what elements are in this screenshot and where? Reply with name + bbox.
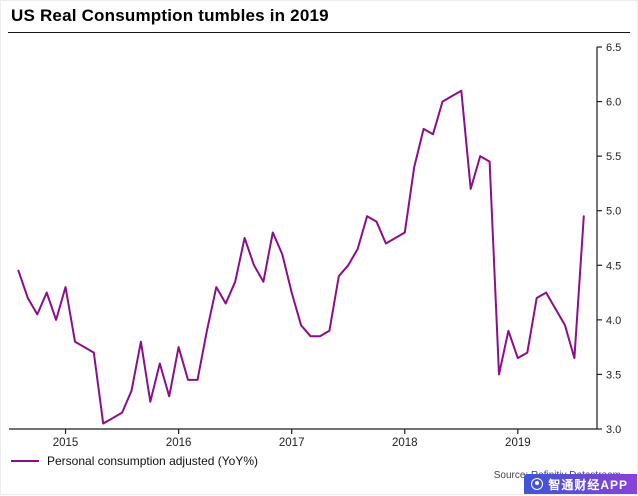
watermark-text: 智通财经APP xyxy=(548,477,628,492)
title-divider xyxy=(8,32,630,33)
svg-text:4.0: 4.0 xyxy=(606,315,621,327)
svg-text:2016: 2016 xyxy=(166,437,192,449)
legend: Personal consumption adjusted (YoY%) xyxy=(11,454,258,468)
legend-line-swatch xyxy=(11,460,39,462)
chart-title: US Real Consumption tumbles in 2019 xyxy=(11,6,329,25)
x-axis: 2015 2016 2017 2018 2019 xyxy=(53,429,531,449)
y-axis: 3.0 3.5 4.0 4.5 5.0 5.5 6.0 6.5 xyxy=(597,42,621,436)
svg-text:2015: 2015 xyxy=(53,437,79,449)
consumption-line xyxy=(17,89,585,425)
watermark-badge: 智通财经APP xyxy=(524,474,637,494)
svg-text:5.5: 5.5 xyxy=(606,151,621,163)
axes xyxy=(9,47,598,430)
svg-text:4.5: 4.5 xyxy=(606,260,621,272)
watermark-logo-icon xyxy=(531,478,544,490)
legend-label: Personal consumption adjusted (YoY%) xyxy=(47,454,259,468)
svg-text:6.5: 6.5 xyxy=(606,42,621,54)
svg-text:2017: 2017 xyxy=(279,437,305,449)
svg-text:2019: 2019 xyxy=(505,437,531,449)
svg-text:2018: 2018 xyxy=(392,437,418,449)
svg-text:3.0: 3.0 xyxy=(606,424,621,436)
svg-text:6.0: 6.0 xyxy=(606,97,621,109)
svg-text:5.0: 5.0 xyxy=(606,206,621,218)
svg-text:3.5: 3.5 xyxy=(606,369,621,381)
